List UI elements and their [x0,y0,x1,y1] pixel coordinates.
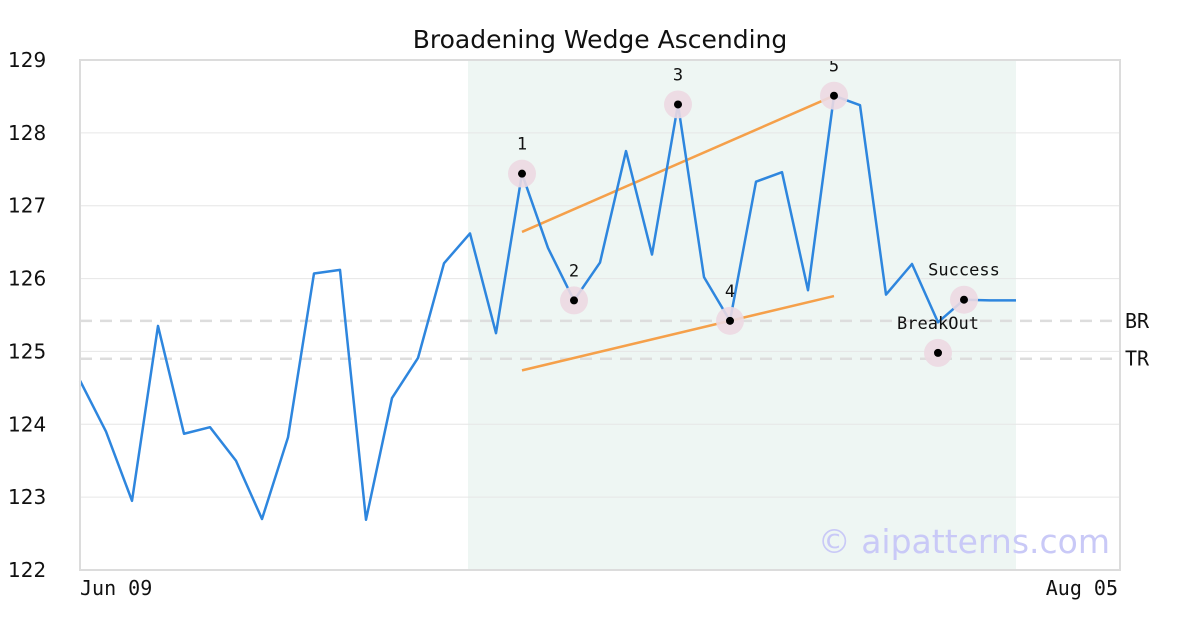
x-tick-label: Aug 05 [1046,576,1118,600]
x-tick-label: Jun 09 [80,576,152,600]
y-tick-label: 124 [8,412,46,436]
pivot-1-dot [518,169,526,178]
pivot-label-1: 1 [517,135,527,155]
event-breakout-dot [934,348,942,357]
pivot-label-3: 3 [673,65,683,85]
event-success-dot [960,295,968,304]
pivot-label-2: 2 [569,261,579,281]
plot-frame [79,59,1121,571]
event-label-breakout: BreakOut [897,314,979,334]
y-tick-label: 128 [8,121,46,145]
chart-title: Broadening Wedge Ascending [413,25,788,54]
y-tick-label: 129 [8,48,46,72]
event-label-success: Success [928,261,1000,281]
pivot-5-dot [830,91,838,100]
pattern-markers: 1 2 3 4 5 BreakOut Success [508,57,1000,367]
watermark-text: © aipatterns.com [818,522,1110,561]
y-tick-label: 127 [8,194,46,218]
pivot-2-dot [570,296,578,305]
y-tick-label: 122 [8,558,46,582]
wedge-trendline [521,294,835,372]
pivot-label-4: 4 [725,282,735,302]
pivot-3-dot [674,100,682,109]
pivot-4-dot [726,316,734,325]
y-tick-label: 123 [8,485,46,509]
price-series [78,94,1016,521]
reference-label-tr: TR [1125,347,1150,371]
y-tick-label: 125 [8,339,46,363]
wedge-trendline [521,94,835,234]
pivot-label-5: 5 [829,57,839,77]
price-line [78,94,1016,521]
reference-label-br: BR [1125,309,1150,333]
trendlines [521,94,835,372]
y-tick-label: 126 [8,267,46,291]
